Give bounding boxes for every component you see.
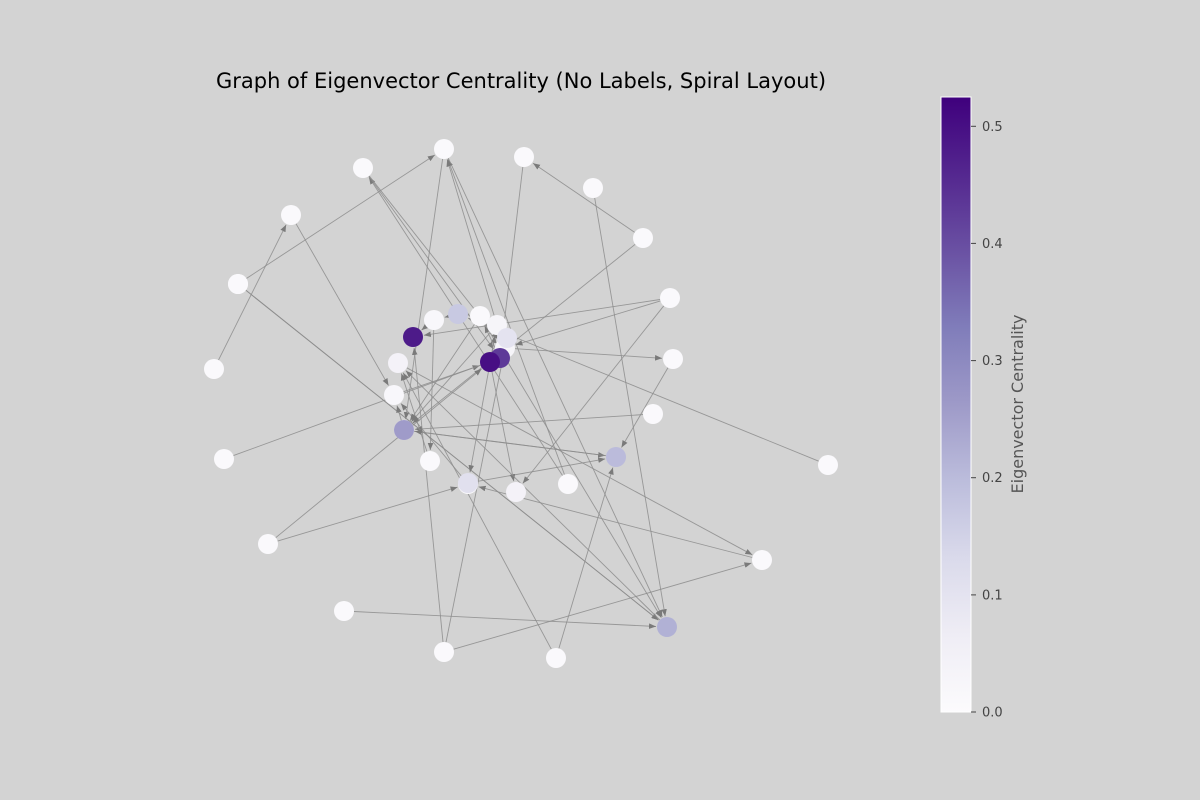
edge-7-11 — [427, 329, 435, 451]
node-32[interactable] — [546, 648, 566, 668]
node-8[interactable] — [497, 328, 517, 348]
node-38[interactable] — [228, 274, 248, 294]
node-18[interactable] — [660, 288, 680, 308]
colorbar-tick-label: 0.0 — [982, 706, 1003, 721]
edge-34-12 — [478, 485, 753, 558]
edge-4-22 — [446, 159, 495, 316]
edge-16-25 — [414, 414, 644, 432]
edge-29-0 — [275, 368, 482, 539]
colorbar-tick-label: 0.5 — [982, 120, 1003, 135]
edge-0-13 — [491, 371, 516, 482]
node-17[interactable] — [663, 349, 683, 369]
node-19[interactable] — [633, 228, 653, 248]
edge-3-7 — [444, 312, 453, 319]
edge-14-22 — [447, 159, 565, 475]
edge-26-22 — [246, 154, 436, 279]
edge-36-15 — [477, 457, 606, 482]
node-1[interactable] — [403, 327, 423, 347]
node-3[interactable] — [448, 304, 468, 324]
edge-38-33 — [245, 289, 659, 621]
edge-21-2 — [499, 166, 524, 348]
edge-2-6 — [484, 325, 497, 350]
node-27[interactable] — [204, 359, 224, 379]
colorbar-tick-label: 0.1 — [982, 588, 1003, 603]
node-10[interactable] — [384, 385, 404, 405]
edge-35-3 — [468, 317, 819, 462]
edge-17-15 — [621, 367, 669, 448]
edge-18-13 — [522, 305, 665, 484]
node-20[interactable] — [583, 178, 603, 198]
node-31[interactable] — [434, 642, 454, 662]
node-23[interactable] — [353, 158, 373, 178]
colorbar: 0.0 0.1 0.2 0.3 0.4 0.5 Eigenvector Centralit… — [940, 96, 1027, 721]
node-7[interactable] — [424, 310, 444, 330]
edge-19-25 — [412, 243, 636, 424]
edge-7-1 — [421, 323, 429, 331]
colorbar-tick-label: 0.4 — [982, 237, 1003, 252]
node-28[interactable] — [214, 449, 234, 469]
edge-29-12 — [277, 486, 458, 542]
nodes-layer — [204, 139, 838, 668]
node-9[interactable] — [388, 353, 408, 373]
node-35[interactable] — [818, 455, 838, 475]
edge-15-37 — [414, 429, 607, 457]
edge-19-21 — [532, 162, 635, 233]
node-11[interactable] — [420, 451, 440, 471]
chart-title: Graph of Eigenvector Centrality (No Labe… — [216, 69, 826, 93]
edge-32-9 — [402, 372, 552, 650]
node-34[interactable] — [752, 550, 772, 570]
edge-5-17 — [514, 348, 663, 361]
edge-31-8 — [445, 348, 507, 643]
node-21[interactable] — [514, 147, 534, 167]
edge-14-23 — [368, 176, 563, 476]
node-14[interactable] — [558, 474, 578, 494]
edge-25-10 — [396, 405, 402, 421]
edge-32-15 — [558, 467, 614, 649]
node-0[interactable] — [480, 352, 500, 372]
node-15[interactable] — [606, 447, 626, 467]
node-22[interactable] — [434, 139, 454, 159]
edge-6-33 — [484, 324, 662, 618]
node-36[interactable] — [458, 473, 478, 493]
colorbar-tick-label: 0.2 — [982, 471, 1003, 486]
node-16[interactable] — [643, 404, 663, 424]
edge-33-9 — [405, 370, 661, 621]
node-25[interactable] — [394, 420, 414, 440]
node-24[interactable] — [281, 205, 301, 225]
node-6[interactable] — [470, 306, 490, 326]
node-29[interactable] — [258, 534, 278, 554]
edges-layer — [218, 154, 819, 650]
edge-22-33 — [447, 157, 663, 618]
edge-28-2 — [233, 361, 490, 457]
colorbar-frame — [940, 96, 972, 713]
edge-27-24 — [218, 224, 287, 361]
colorbar-tick-label: 0.3 — [982, 354, 1003, 369]
node-33[interactable] — [657, 617, 677, 637]
colorbar-gradient — [941, 97, 971, 712]
edge-4-25 — [410, 332, 491, 423]
edge-30-33 — [353, 611, 657, 629]
edge-24-10 — [295, 223, 389, 386]
edge-9-34 — [406, 367, 753, 556]
edge-6-25 — [409, 324, 475, 422]
colorbar-label: Eigenvector Centrality — [1008, 315, 1027, 494]
colorbar-ticks: 0.0 0.1 0.2 0.3 0.4 0.5 — [971, 120, 1003, 721]
node-13[interactable] — [506, 482, 526, 502]
edge-18-1 — [423, 299, 661, 338]
edge-18-5 — [515, 300, 661, 346]
edge-31-34 — [453, 562, 752, 650]
node-30[interactable] — [334, 601, 354, 621]
edge-31-1 — [411, 347, 444, 643]
